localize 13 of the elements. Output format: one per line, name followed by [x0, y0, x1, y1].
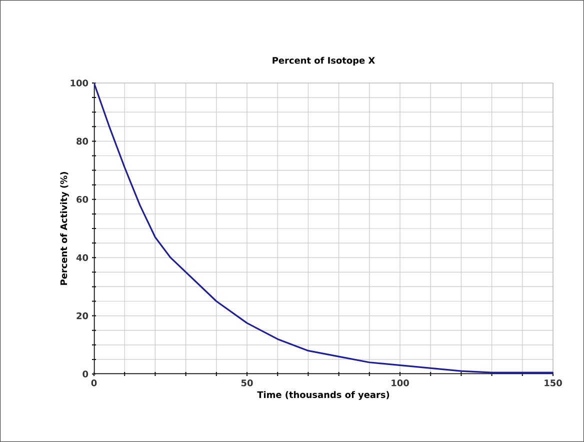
x-tick-label: 150	[544, 380, 562, 386]
y-tick-label: 60	[76, 196, 88, 203]
x-axis-title: Time (thousands of years)	[257, 391, 390, 400]
y-tick-label: 40	[76, 254, 88, 261]
x-tick-label: 0	[91, 380, 97, 386]
x-tick-label: 100	[392, 380, 409, 386]
x-tick-label: 50	[241, 380, 253, 386]
y-tick-label: 80	[76, 138, 88, 145]
y-axis-title: Percent of Activity (%)	[60, 172, 69, 285]
chart-title: Percent of Isotope X	[272, 56, 375, 66]
y-tick-label: 100	[70, 80, 88, 86]
y-tick-label: 20	[76, 312, 88, 320]
y-tick-label: 0	[82, 370, 88, 378]
